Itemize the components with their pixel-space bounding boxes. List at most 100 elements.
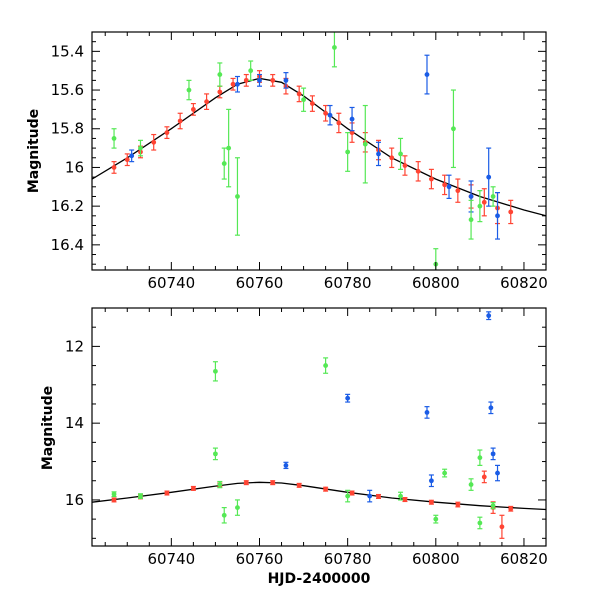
data-point <box>490 502 496 510</box>
data-point <box>234 499 240 516</box>
data-point <box>243 480 249 486</box>
data-point <box>468 199 474 240</box>
data-point <box>137 139 143 157</box>
data-point <box>129 149 135 163</box>
data-point <box>486 147 492 207</box>
data-point <box>331 32 337 68</box>
x-tick-label: 60800 <box>412 274 460 292</box>
data-point <box>256 73 262 87</box>
model-curve <box>92 481 546 511</box>
x-tick-label: 60800 <box>412 550 460 568</box>
data-point <box>296 85 302 103</box>
data-point <box>362 104 368 184</box>
data-point <box>490 186 496 207</box>
data-point <box>398 137 404 170</box>
y-tick-label: 12 <box>65 337 84 355</box>
x-tick-label: 60820 <box>500 550 548 568</box>
data-point <box>190 485 196 491</box>
data-point <box>367 489 373 503</box>
data-point <box>428 168 434 190</box>
series-0 <box>111 470 514 539</box>
data-point <box>323 357 329 374</box>
data-point <box>428 474 434 488</box>
data-point <box>309 95 315 112</box>
data-point <box>389 147 395 169</box>
data-point <box>151 133 157 151</box>
data-point <box>217 480 223 489</box>
data-point <box>204 93 210 110</box>
y-tick-label: 16 <box>65 491 84 509</box>
data-point <box>415 161 421 182</box>
data-point <box>495 192 501 240</box>
top-panel: 60740 60760 60780 60800 60820 15.4 15.6 15.8 16 1… <box>51 31 548 292</box>
data-point <box>124 153 130 167</box>
data-point <box>221 507 227 524</box>
data-point <box>450 89 456 169</box>
data-point <box>376 141 382 167</box>
data-point <box>164 126 170 140</box>
data-point <box>488 401 494 415</box>
x-tick-label: 60740 <box>147 274 195 292</box>
data-point <box>301 87 307 112</box>
axis-frame <box>91 31 547 271</box>
x-tick-label: 60760 <box>236 550 284 568</box>
data-point <box>477 516 483 530</box>
data-point <box>345 132 351 172</box>
data-point <box>499 514 505 539</box>
data-point <box>111 128 117 149</box>
series-1 <box>283 311 501 503</box>
data-point <box>446 174 452 200</box>
data-point <box>226 108 232 188</box>
series-1 <box>129 54 501 240</box>
data-point <box>490 447 496 461</box>
data-point <box>137 493 143 499</box>
y-tick-label: 14 <box>65 414 84 432</box>
data-point <box>455 178 461 203</box>
y-tick-label: 16.2 <box>51 197 84 215</box>
data-point <box>345 393 351 403</box>
data-point <box>495 464 501 482</box>
data-point <box>442 174 448 196</box>
data-point <box>111 491 117 498</box>
model-curve <box>92 77 546 217</box>
data-point <box>481 470 487 484</box>
data-point <box>376 493 382 499</box>
x-tick-label: 60780 <box>324 550 372 568</box>
data-point <box>270 480 276 486</box>
data-point <box>424 406 430 419</box>
data-point <box>283 461 289 470</box>
x-axis-label: HJD-2400000 <box>268 571 371 587</box>
x-tick-label: 60740 <box>147 550 195 568</box>
data-point <box>486 311 492 321</box>
data-point <box>243 73 249 87</box>
y-tick-label: 15.6 <box>51 81 84 99</box>
y-tick-label: 15.4 <box>51 42 84 60</box>
data-point <box>270 73 276 87</box>
data-point <box>234 157 240 236</box>
plot-area <box>92 32 546 270</box>
series-2 <box>111 357 496 530</box>
data-point <box>323 104 329 122</box>
data-point <box>190 102 196 116</box>
data-point <box>296 482 302 488</box>
data-point <box>402 497 408 503</box>
data-point <box>230 77 236 91</box>
data-point <box>428 499 434 505</box>
x-tick-label: 60760 <box>236 274 284 292</box>
data-point <box>468 478 474 491</box>
x-tick-label: 60820 <box>500 274 548 292</box>
data-point <box>398 491 404 501</box>
series-2 <box>111 32 496 270</box>
data-point <box>442 468 448 478</box>
data-point <box>164 490 170 496</box>
data-point <box>177 112 183 130</box>
data-point <box>212 361 218 382</box>
data-point <box>402 155 408 176</box>
data-point <box>336 112 342 134</box>
data-point <box>323 486 329 492</box>
data-point <box>221 147 227 180</box>
data-point <box>477 449 483 466</box>
data-point <box>455 501 461 508</box>
data-point <box>477 190 483 223</box>
